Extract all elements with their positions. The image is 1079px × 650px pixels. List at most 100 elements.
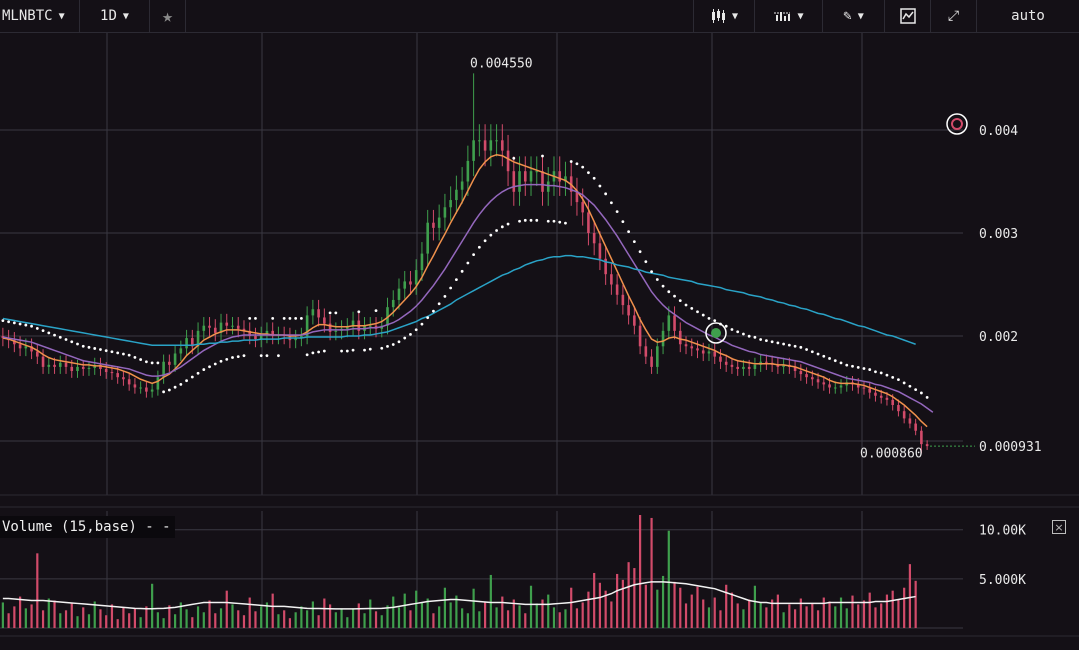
volume-bar — [173, 614, 177, 628]
candle-body — [799, 371, 803, 375]
volume-bar — [13, 606, 16, 628]
scale-mode-button[interactable]: auto — [977, 0, 1079, 32]
psar-dot — [856, 365, 860, 369]
volume-bar — [811, 603, 814, 628]
candle-body — [633, 315, 636, 326]
volume-bar — [570, 587, 573, 628]
psar-dot — [460, 269, 464, 273]
volume-bar — [822, 597, 825, 628]
fullscreen-button[interactable]: ⤢ — [931, 0, 977, 32]
volume-bar — [736, 603, 739, 628]
psar-dot — [248, 317, 252, 320]
high-price-label: 0.004550 — [470, 56, 533, 71]
price-tick-label: 0.002 — [979, 330, 1018, 345]
candle-body — [443, 207, 447, 218]
chart-settings-button[interactable] — [885, 0, 931, 32]
volume-bar — [684, 603, 688, 628]
volume-bar — [70, 603, 73, 628]
psar-dot — [810, 350, 814, 354]
volume-bar — [443, 587, 447, 628]
alert-marker[interactable] — [946, 113, 968, 135]
interval-selector[interactable]: 1D ▼ — [80, 0, 150, 32]
favorite-button[interactable]: ★ — [150, 0, 186, 32]
price-tick-label: 0.003 — [979, 227, 1018, 242]
volume-bar — [128, 613, 131, 628]
psar-dot — [770, 340, 774, 344]
psar-dot — [604, 192, 608, 196]
chevron-down-icon: ▼ — [58, 10, 65, 22]
volume-bar — [64, 610, 68, 628]
psar-dot — [357, 310, 361, 314]
psar-dot — [919, 391, 923, 395]
candle-body — [386, 307, 389, 326]
chart-type-button[interactable]: ▼ — [693, 0, 755, 32]
volume-bar — [616, 573, 619, 628]
volume-bar — [346, 617, 349, 628]
candlestick-icon — [711, 9, 725, 23]
volume-bar — [868, 592, 871, 628]
volume-bar — [294, 612, 297, 628]
psar-dot — [742, 332, 745, 336]
volume-bar — [168, 605, 171, 628]
candle-body — [501, 140, 504, 151]
psar-dot — [466, 261, 470, 265]
volume-bar — [208, 600, 211, 628]
volume-bar — [438, 606, 441, 628]
candle-body — [879, 395, 883, 398]
volume-bar — [650, 517, 653, 628]
psar-dot — [196, 371, 200, 375]
drawing-tools-button[interactable]: ✎ ▼ — [823, 0, 885, 32]
volume-bar — [237, 610, 240, 628]
psar-dot — [615, 210, 619, 214]
psar-dot — [420, 322, 424, 326]
psar-dot — [546, 219, 550, 223]
volume-bar — [524, 613, 527, 628]
close-icon[interactable]: × — [1052, 520, 1066, 534]
psar-dot — [747, 334, 751, 338]
candle-body — [587, 212, 590, 233]
volume-bar — [311, 601, 314, 628]
price-chart[interactable]: 0.002 0.003 0.004 5.000K 10.00K 0.004550 0.0… — [0, 33, 1079, 650]
psar-dot — [541, 154, 544, 158]
volume-bar — [271, 593, 274, 628]
candle-body — [41, 356, 45, 367]
volume-bar — [851, 595, 854, 628]
candle-body — [701, 350, 705, 354]
candle-body — [833, 387, 837, 389]
symbol-label: MLNBTC — [2, 8, 53, 24]
volume-bar — [518, 605, 521, 628]
candle-body — [64, 362, 68, 367]
target-center-icon — [951, 118, 963, 130]
volume-bar — [897, 599, 900, 628]
candle-body — [897, 405, 900, 412]
psar-dot — [64, 338, 68, 341]
psar-dot — [104, 349, 108, 353]
psar-dot — [908, 384, 912, 388]
volume-bar — [748, 599, 751, 628]
candle-body — [489, 140, 493, 151]
volume-bar — [99, 609, 102, 628]
psar-dot — [598, 184, 602, 188]
volume-bar — [30, 604, 33, 628]
psar-dot — [12, 321, 16, 325]
volume-bar — [593, 572, 596, 628]
psar-dot — [638, 250, 642, 254]
psar-dot — [564, 221, 567, 225]
volume-bar — [541, 599, 544, 628]
psar-dot — [363, 348, 366, 352]
psar-dot — [81, 344, 85, 348]
volume-bar — [151, 583, 154, 628]
candle-body — [139, 387, 142, 389]
volume-bar — [661, 575, 665, 628]
volume-bar — [380, 615, 383, 628]
crosshair-marker[interactable] — [705, 322, 727, 344]
volume-bar — [133, 608, 137, 628]
indicators-button[interactable]: ▼ — [755, 0, 823, 32]
psar-dot — [845, 363, 849, 367]
psar-dot — [839, 361, 843, 365]
candle-body — [179, 348, 183, 354]
candle-body — [891, 399, 894, 406]
volume-bar — [156, 612, 159, 628]
symbol-selector[interactable]: MLNBTC ▼ — [0, 0, 80, 32]
volume-bar — [59, 613, 62, 628]
